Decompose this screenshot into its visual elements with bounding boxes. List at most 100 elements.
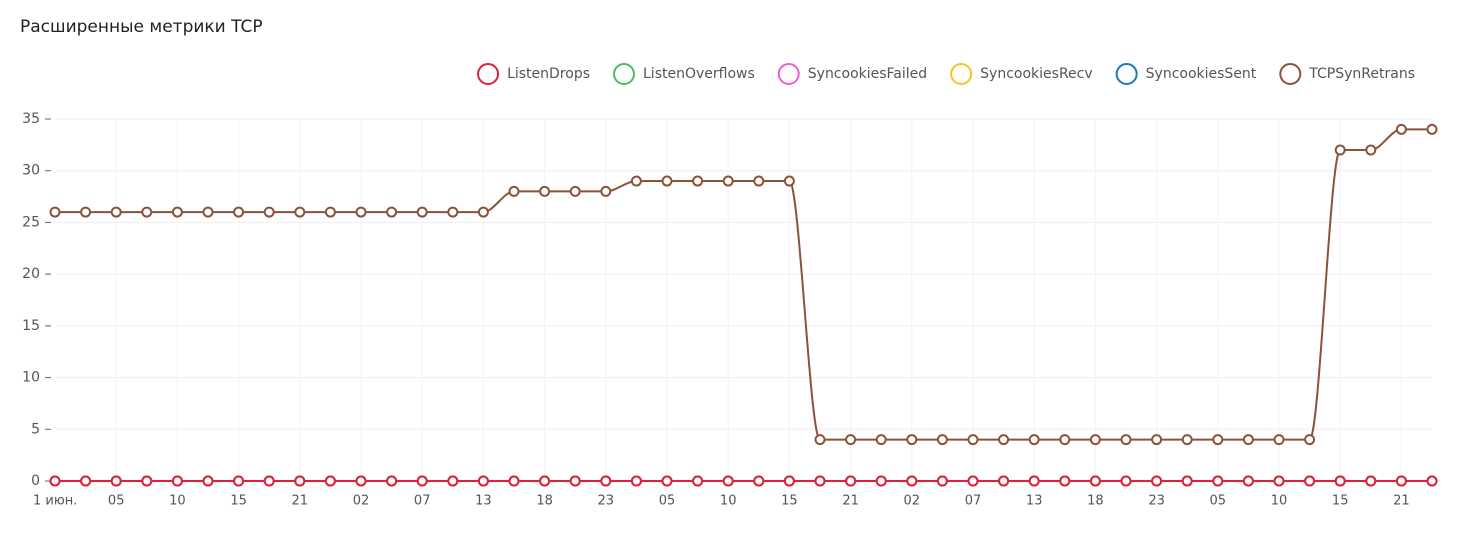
data-point bbox=[324, 206, 336, 218]
data-point bbox=[1365, 475, 1377, 487]
data-point bbox=[1028, 434, 1040, 446]
legend-marker bbox=[950, 63, 973, 85]
x-tick-label: 07 bbox=[414, 494, 431, 509]
data-point bbox=[477, 475, 489, 487]
data-point bbox=[49, 206, 61, 218]
data-point bbox=[324, 475, 336, 487]
data-point bbox=[355, 206, 367, 218]
legend-label: SyncookiesFailed bbox=[808, 66, 927, 82]
x-tick-label: 10 bbox=[169, 494, 186, 509]
data-point bbox=[936, 475, 948, 487]
x-tick-label: 21 bbox=[1393, 494, 1410, 509]
data-point bbox=[1242, 475, 1254, 487]
legend-label: SyncookiesRecv bbox=[980, 66, 1092, 82]
y-tick-label: 25 bbox=[22, 214, 40, 230]
data-point bbox=[661, 475, 673, 487]
x-tick-label: 02 bbox=[353, 494, 370, 509]
legend-item: SyncookiesSent bbox=[1115, 63, 1257, 85]
data-point bbox=[1212, 475, 1224, 487]
legend-marker bbox=[477, 63, 500, 85]
data-point bbox=[1151, 434, 1163, 446]
data-point bbox=[783, 175, 795, 187]
legend-label: ListenOverflows bbox=[643, 66, 755, 82]
data-point bbox=[477, 206, 489, 218]
data-point bbox=[1181, 475, 1193, 487]
data-point bbox=[1273, 434, 1285, 446]
data-point bbox=[967, 434, 979, 446]
data-point bbox=[508, 185, 520, 197]
data-point bbox=[1120, 434, 1132, 446]
x-tick-label: 15 bbox=[230, 494, 247, 509]
data-point bbox=[233, 206, 245, 218]
x-tick-label: 23 bbox=[598, 494, 615, 509]
data-point bbox=[569, 475, 581, 487]
data-point bbox=[875, 475, 887, 487]
data-point bbox=[783, 475, 795, 487]
y-tick-label: 30 bbox=[22, 163, 40, 179]
y-tick-label: 5 bbox=[31, 421, 40, 437]
data-point bbox=[753, 175, 765, 187]
legend-label: TCPSynRetrans bbox=[1308, 66, 1415, 82]
data-point bbox=[1089, 434, 1101, 446]
data-point bbox=[569, 185, 581, 197]
data-point bbox=[692, 475, 704, 487]
data-point bbox=[1151, 475, 1163, 487]
data-point bbox=[1395, 475, 1407, 487]
data-point bbox=[416, 475, 428, 487]
x-tick-label: 21 bbox=[292, 494, 309, 509]
data-point bbox=[630, 475, 642, 487]
x-tick-label: 1 июн. bbox=[33, 494, 77, 509]
data-point bbox=[1212, 434, 1224, 446]
x-tick-label: 18 bbox=[1087, 494, 1104, 509]
data-point bbox=[141, 475, 153, 487]
data-point bbox=[600, 185, 612, 197]
data-point bbox=[202, 206, 214, 218]
legend-item: ListenDrops bbox=[477, 63, 590, 85]
data-point bbox=[845, 475, 857, 487]
data-point bbox=[263, 206, 275, 218]
data-point bbox=[906, 475, 918, 487]
y-tick-label: 15 bbox=[22, 318, 40, 334]
data-point bbox=[233, 475, 245, 487]
data-point bbox=[1365, 144, 1377, 156]
data-point bbox=[936, 434, 948, 446]
legend-marker bbox=[1115, 63, 1138, 85]
y-tick-label: 10 bbox=[22, 370, 40, 386]
x-tick-label: 02 bbox=[904, 494, 921, 509]
y-tick-label: 35 bbox=[22, 111, 40, 127]
data-point bbox=[80, 206, 92, 218]
data-point bbox=[202, 475, 214, 487]
y-tick-label: 0 bbox=[31, 473, 40, 489]
data-point bbox=[845, 434, 857, 446]
data-point bbox=[294, 475, 306, 487]
data-point bbox=[355, 475, 367, 487]
legend-marker bbox=[613, 63, 635, 85]
data-point bbox=[753, 475, 765, 487]
data-point bbox=[1304, 475, 1316, 487]
legend-label: SyncookiesSent bbox=[1146, 66, 1257, 82]
data-point bbox=[539, 475, 551, 487]
data-point bbox=[630, 175, 642, 187]
data-point bbox=[1334, 475, 1346, 487]
data-point bbox=[875, 434, 887, 446]
data-point bbox=[447, 206, 459, 218]
data-point bbox=[967, 475, 979, 487]
data-point bbox=[692, 175, 704, 187]
legend-marker bbox=[777, 63, 800, 85]
x-tick-label: 05 bbox=[659, 494, 676, 509]
data-point bbox=[1242, 434, 1254, 446]
x-tick-label: 15 bbox=[1332, 494, 1349, 509]
x-tick-label: 18 bbox=[536, 494, 553, 509]
data-point bbox=[906, 434, 918, 446]
data-point bbox=[49, 475, 61, 487]
legend-item: ListenOverflows bbox=[613, 63, 755, 85]
data-point bbox=[1120, 475, 1132, 487]
x-tick-label: 10 bbox=[720, 494, 737, 509]
data-point bbox=[447, 475, 459, 487]
data-point bbox=[1059, 475, 1071, 487]
data-point bbox=[539, 185, 551, 197]
data-point bbox=[1181, 434, 1193, 446]
data-point bbox=[416, 206, 428, 218]
data-point bbox=[1334, 144, 1346, 156]
